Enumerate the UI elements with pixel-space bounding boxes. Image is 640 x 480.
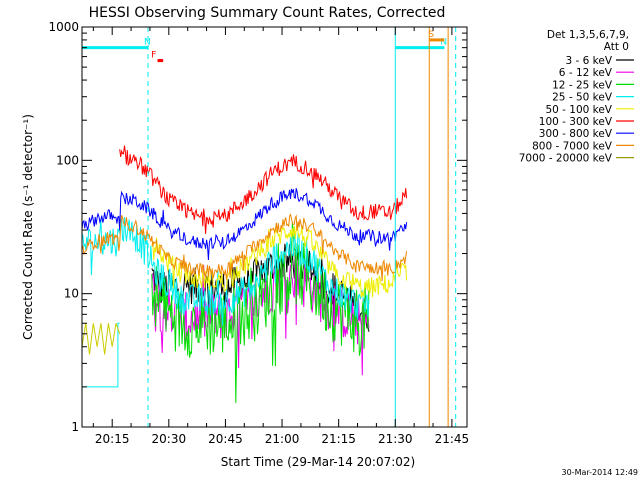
legend-label-1: 6 - 12 keV [559,67,613,79]
marker-label-1: F [151,51,156,61]
x-tick-label-2: 20:45 [208,432,243,446]
legend-label-6: 300 - 800 keV [539,128,613,140]
y-tick-label-3: 1000 [48,20,79,34]
x-tick-label-5: 21:30 [378,432,413,446]
x-tick-label-0: 20:15 [95,432,130,446]
x-tick-label-1: 20:30 [152,432,187,446]
legend-label-4: 50 - 100 keV [545,104,612,116]
x-axis-label: Start Time (29-Mar-14 20:07:02) [221,455,415,469]
y-tick-label-1: 10 [64,287,79,301]
series-line-6 [82,188,408,261]
chart-title: HESSI Observing Summary Count Rates, Cor… [89,5,446,21]
marker-label-2: N [440,38,447,48]
y-axis-label: Corrected Count Rate (s⁻¹ detector⁻¹) [21,114,35,340]
series-line-7 [82,213,408,282]
series-line-4 [151,224,408,298]
legend-label-8: 7000 - 20000 keV [519,153,613,165]
series-layer [82,145,408,404]
legend-label-5: 100 - 300 keV [539,116,613,128]
tick-layer: 20:15 20:30 20:45 21:00 21:15 21:30 21:45 1 10 10… [48,20,469,446]
plot-frame [81,26,468,428]
legend-label-7: 800 - 7000 keV [532,140,613,152]
x-tick-label-3: 21:00 [265,432,300,446]
x-tick-label-6: 21:45 [435,432,470,446]
legend-label-0: 3 - 6 keV [565,55,612,67]
series-line-3 [82,217,370,326]
legend-label-3: 25 - 50 keV [552,92,613,104]
attenuator-band-1 [82,323,121,355]
legend-label-2: 12 - 25 keV [552,79,613,91]
legend-header-1: Att 0 [604,41,629,53]
timestamp: 30-Mar-2014 12:49 [562,468,639,477]
series-line-5 [119,145,408,234]
x-tick-label-4: 21:15 [321,432,356,446]
y-tick-label-0: 1 [71,420,79,434]
marker-label-0: N [144,38,151,48]
legend-header-0: Det 1,3,5,6,7,9, [547,29,629,41]
attenuator-band-0 [82,322,120,388]
marker-label-3: S [428,30,434,40]
y-tick-label-2: 100 [56,153,79,167]
